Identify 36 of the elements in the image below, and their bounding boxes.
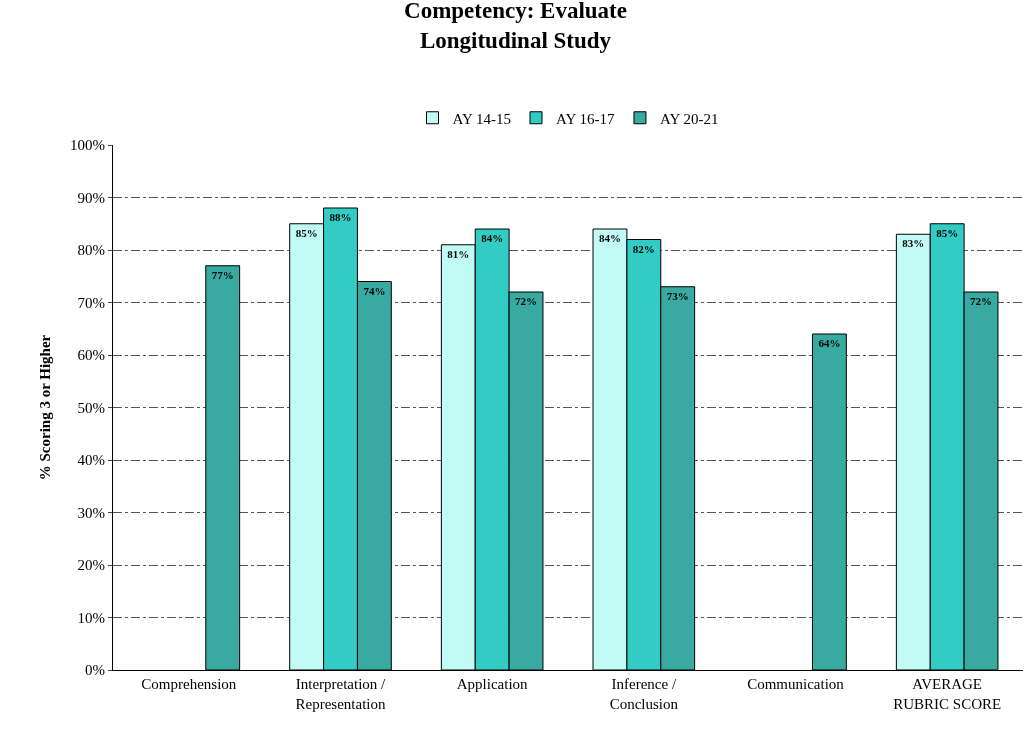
y-axis-title: % Scoring 3 or Higher — [37, 334, 54, 481]
y-tick-label: 0% — [85, 662, 105, 679]
data-label: 84% — [598, 232, 621, 244]
data-label: 77% — [211, 268, 234, 281]
x-tick-label: Inference / Conclusion — [609, 676, 679, 712]
y-tick-label: 50% — [77, 399, 105, 416]
y-tick-label: 10% — [77, 609, 105, 626]
chart-title: Competency: Evaluate Longitudinal Study — [404, 0, 627, 54]
y-tick-label: 70% — [77, 294, 105, 311]
data-label: 85% — [936, 226, 959, 239]
y-tick-label: 100% — [70, 137, 105, 154]
data-label: 84% — [481, 232, 504, 244]
data-label: 72% — [515, 295, 538, 307]
y-tick-label: 30% — [77, 504, 105, 521]
x-tick-label: Comprehension — [141, 676, 237, 692]
y-tick-label: 20% — [77, 557, 105, 574]
y-tick-label: 60% — [77, 347, 105, 364]
data-label: 83% — [902, 237, 925, 250]
data-label: 88% — [329, 211, 352, 223]
legend-label: AY 14-15 — [452, 110, 511, 127]
data-label: 85% — [295, 226, 318, 239]
data-label: 81% — [447, 247, 470, 260]
data-label: 72% — [970, 295, 993, 307]
x-tick-label: Application — [456, 676, 529, 692]
data-label: 64% — [818, 337, 841, 349]
x-tick-label: AVERAGE RUBRIC SCORE — [893, 676, 1002, 712]
x-tick-label: Communication — [747, 676, 845, 692]
y-tick-label: 80% — [77, 242, 105, 259]
y-tick-label: 90% — [77, 189, 105, 206]
legend-label: AY 20-21 — [659, 110, 719, 127]
data-label: 73% — [666, 289, 689, 302]
x-tick-label: Interpretation / Representation — [295, 676, 387, 712]
data-label: 82% — [632, 242, 655, 255]
y-tick-label: 40% — [77, 452, 105, 469]
data-label: 74% — [363, 284, 386, 297]
legend-label: AY 16-17 — [555, 110, 615, 127]
